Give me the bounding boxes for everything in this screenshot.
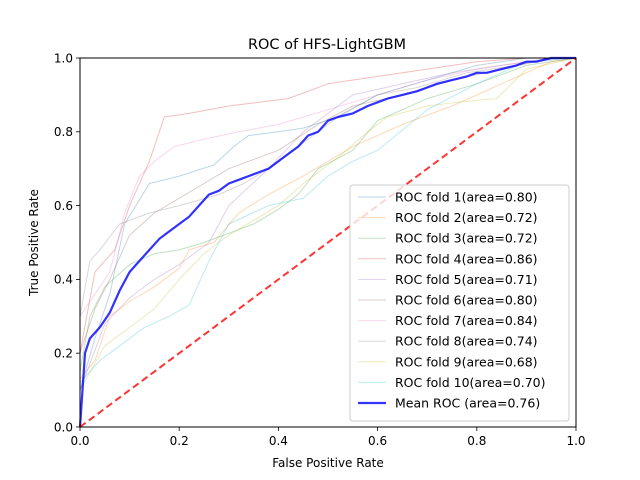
legend-label-roc-fold-4-area-0-86: ROC fold 4(area=0.86) bbox=[395, 251, 538, 266]
legend-label-roc-fold-3-area-0-72: ROC fold 3(area=0.72) bbox=[395, 231, 538, 246]
legend-label-roc-fold-7-area-0-84: ROC fold 7(area=0.84) bbox=[395, 313, 538, 328]
plot-area bbox=[78, 56, 577, 428]
chance-diagonal-line bbox=[79, 57, 577, 428]
y-tick-label: 0.4 bbox=[54, 273, 73, 287]
series-line-roc-fold-8-area-0-74 bbox=[79, 57, 576, 427]
x-tick-label: 0.8 bbox=[467, 434, 486, 448]
y-tick-label: 1.0 bbox=[54, 51, 73, 65]
x-tick-label: 0.6 bbox=[368, 434, 387, 448]
legend-label-roc-fold-9-area-0-68: ROC fold 9(area=0.68) bbox=[395, 354, 538, 369]
legend-box bbox=[349, 184, 570, 422]
x-tick-label: 0.2 bbox=[170, 434, 189, 448]
series-line-mean-roc-area-0-76 bbox=[78, 56, 576, 428]
series-line-roc-fold-7-area-0-84 bbox=[79, 57, 577, 427]
legend-label-roc-fold-1-area-0-80: ROC fold 1(area=0.80) bbox=[395, 190, 538, 205]
x-tick-label: 0.4 bbox=[269, 434, 288, 448]
x-tick-label: 1.0 bbox=[566, 434, 585, 448]
series-line-roc-fold-3-area-0-72 bbox=[79, 57, 577, 427]
y-tick-label: 0.2 bbox=[54, 347, 73, 361]
x-axis-label: False Positive Rate bbox=[272, 456, 384, 470]
series-line-roc-fold-4-area-0-86 bbox=[79, 57, 576, 427]
legend: ROC fold 1(area=0.80) ROC fold 2(area=0.7… bbox=[349, 184, 570, 422]
legend-label-roc-fold-6-area-0-80: ROC fold 6(area=0.80) bbox=[395, 293, 538, 308]
y-tick-label: 0.6 bbox=[54, 199, 73, 213]
axes-frame bbox=[79, 57, 577, 428]
x-tick-label: 0.0 bbox=[70, 434, 89, 448]
series-line-roc-fold-1-area-0-80 bbox=[79, 57, 576, 427]
y-tick-label: 0.0 bbox=[54, 420, 73, 434]
y-axis-label: True Positive Rate bbox=[27, 189, 41, 297]
series-line-roc-fold-9-area-0-68 bbox=[79, 57, 577, 427]
legend-label-roc-fold-10-area-0-70: ROC fold 10(area=0.70) bbox=[395, 375, 546, 390]
legend-label-mean-roc-area-0-76: Mean ROC (area=0.76) bbox=[395, 396, 540, 411]
axis-ticks: 0.0 0.2 0.4 0.6 0.8 1.0 0.0 0.2 0.4 0.6 0.8 1.0 bbox=[54, 51, 586, 448]
chart-title: ROC of HFS-LightGBM bbox=[248, 37, 406, 53]
legend-label-roc-fold-2-area-0-72: ROC fold 2(area=0.72) bbox=[395, 210, 538, 225]
series-line-roc-fold-10-area-0-70 bbox=[79, 57, 577, 427]
series-line-roc-fold-2-area-0-72 bbox=[79, 57, 577, 427]
legend-label-roc-fold-8-area-0-74: ROC fold 8(area=0.74) bbox=[395, 334, 538, 349]
legend-label-roc-fold-5-area-0-71: ROC fold 5(area=0.71) bbox=[395, 272, 538, 287]
y-tick-label: 0.8 bbox=[54, 125, 73, 139]
